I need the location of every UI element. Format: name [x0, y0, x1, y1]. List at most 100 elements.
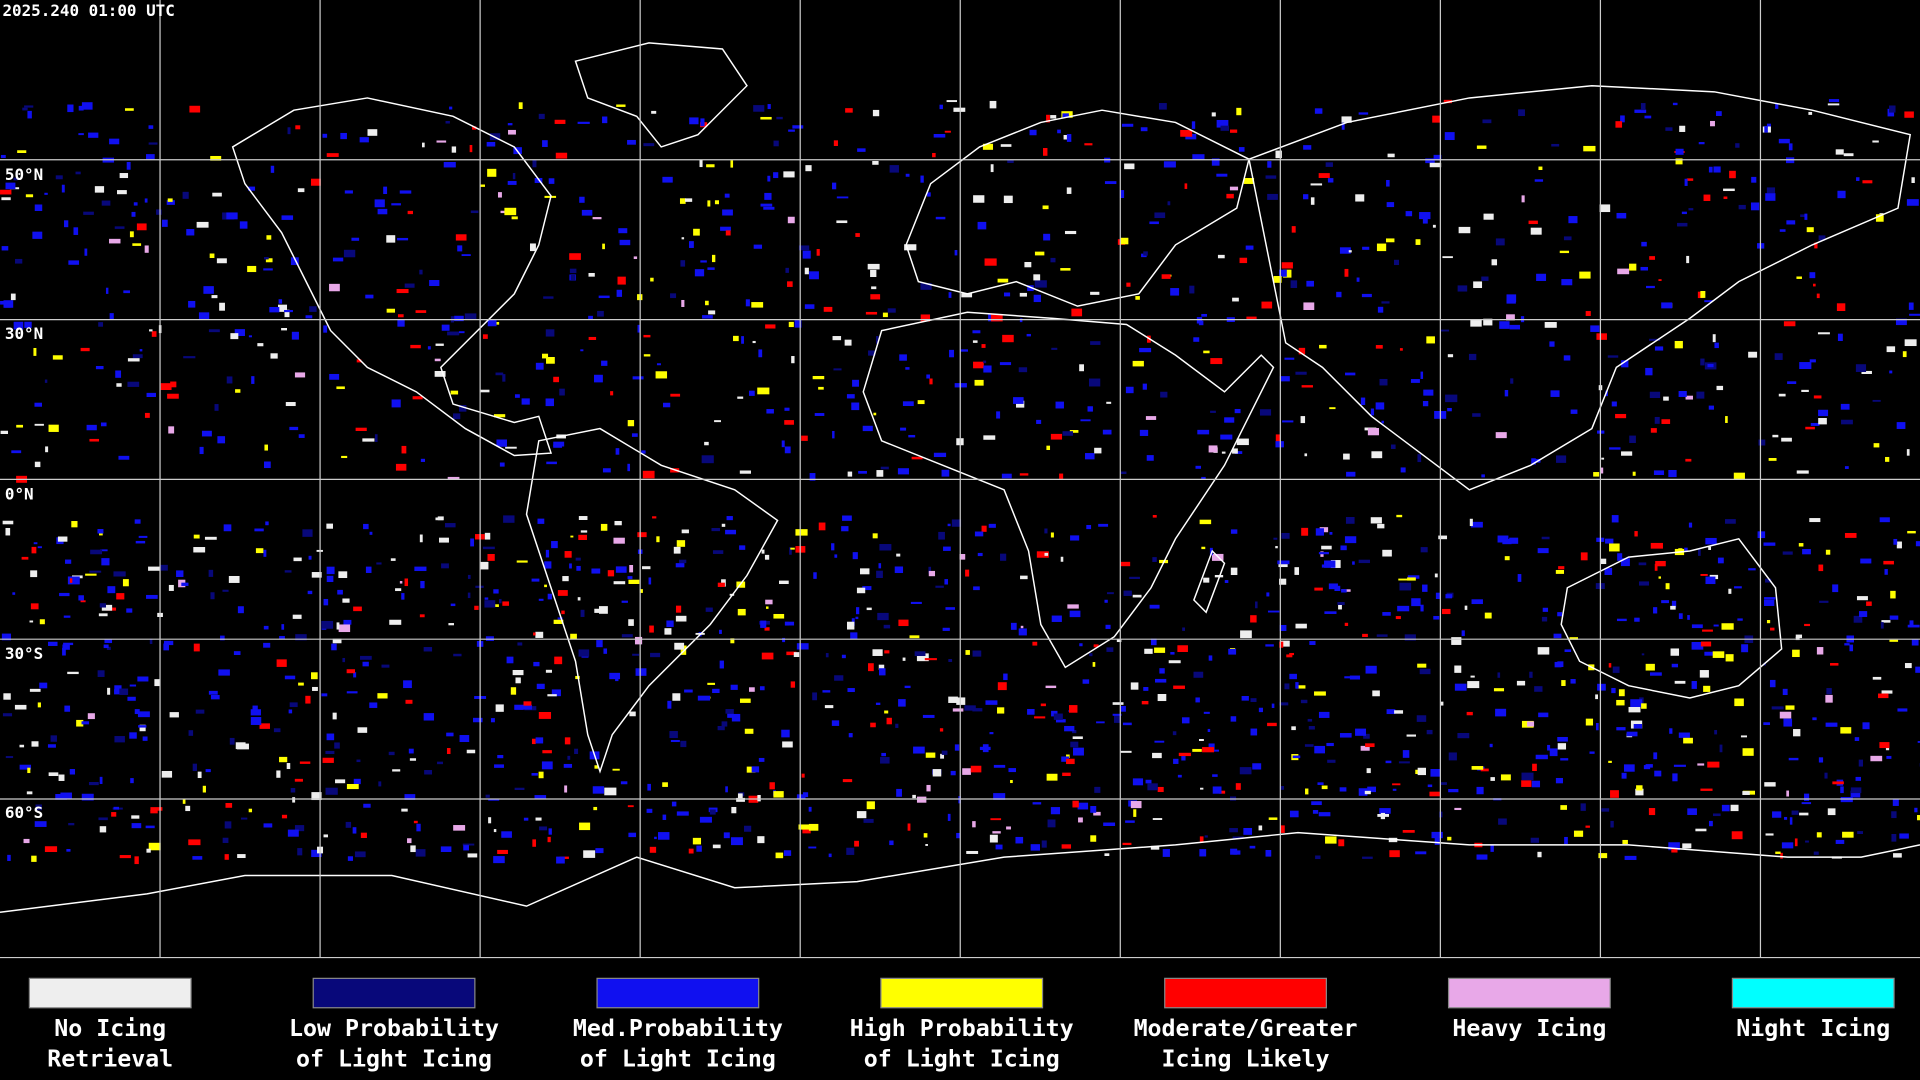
icing-pixel: [399, 190, 412, 194]
icing-pixel: [1123, 590, 1132, 596]
icing-pixel: [444, 523, 456, 528]
icing-pixel: [154, 679, 161, 687]
icing-pixel: [1661, 302, 1673, 309]
icing-pixel: [1798, 543, 1804, 547]
icing-pixel: [1616, 727, 1626, 731]
icing-pixel: [1557, 736, 1568, 742]
icing-pixel: [759, 686, 765, 691]
icing-pixel: [854, 840, 859, 847]
icing-pixel: [634, 636, 643, 645]
icing-pixel: [1068, 705, 1078, 713]
icing-pixel: [730, 160, 734, 168]
icing-pixel: [1725, 654, 1734, 662]
icing-pixel: [1429, 791, 1440, 797]
icing-pixel: [563, 763, 573, 768]
icing-pixel: [1310, 183, 1323, 186]
icing-pixel: [127, 358, 140, 362]
icing-pixel: [569, 253, 581, 260]
icing-pixel: [656, 363, 661, 366]
icing-pixel: [405, 699, 413, 704]
icing-pixel: [1284, 683, 1290, 690]
icing-pixel: [721, 721, 728, 727]
icing-pixel: [516, 560, 528, 563]
icing-pixel: [137, 711, 150, 718]
icing-pixel: [30, 570, 38, 578]
icing-pixel: [1055, 719, 1066, 723]
icing-pixel: [1742, 748, 1754, 756]
icing-pixel: [199, 446, 204, 455]
icing-pixel: [1271, 703, 1275, 708]
icing-pixel: [787, 216, 795, 224]
icing-pixel: [805, 165, 812, 172]
icing-pixel: [1319, 344, 1327, 349]
icing-pixel: [109, 138, 120, 145]
icing-pixel: [248, 186, 256, 191]
icing-pixel: [1070, 741, 1079, 748]
icing-pixel: [896, 788, 902, 797]
icing-pixel: [753, 105, 765, 112]
icing-pixel: [166, 200, 175, 205]
icing-pixel: [459, 735, 470, 743]
icing-pixel: [1267, 610, 1280, 613]
icing-pixel: [1764, 597, 1776, 600]
icing-pixel: [1644, 115, 1652, 119]
icing-pixel: [972, 650, 982, 657]
icing-pixel: [1360, 745, 1370, 751]
icing-pixel: [148, 842, 161, 851]
icing-pixel: [445, 121, 450, 124]
icing-pixel: [580, 530, 588, 533]
icing-pixel: [943, 546, 951, 551]
icing-pixel: [719, 629, 722, 634]
icing-pixel: [1195, 697, 1200, 703]
icing-pixel: [1678, 390, 1687, 397]
icing-pixel: [1573, 830, 1584, 837]
icing-pixel: [1060, 556, 1064, 562]
icing-pixel: [101, 604, 113, 611]
icing-pixel: [1381, 301, 1390, 304]
icing-pixel: [932, 769, 942, 777]
icing-pixel: [214, 404, 219, 411]
icing-pixel: [87, 713, 95, 720]
icing-pixel: [764, 554, 770, 560]
icing-pixel: [1019, 292, 1027, 297]
icing-pixel: [34, 204, 43, 211]
icing-pixel: [949, 349, 955, 358]
icing-pixel: [1355, 728, 1367, 736]
icing-pixel: [1044, 528, 1048, 534]
icing-pixel: [1645, 764, 1653, 768]
icing-pixel: [1872, 399, 1881, 402]
icing-pixel: [941, 469, 950, 477]
icing-pixel: [1140, 127, 1148, 132]
icing-pixel: [1243, 178, 1255, 184]
icing-pixel: [1386, 179, 1390, 187]
icing-pixel: [1791, 810, 1799, 815]
icing-pixel: [1044, 552, 1049, 556]
icing-pixel: [594, 608, 601, 613]
icing-pixel: [1878, 693, 1889, 699]
icing-pixel: [1192, 748, 1202, 752]
icing-pixel: [808, 846, 817, 849]
icing-pixel: [66, 849, 71, 852]
icing-pixel: [1707, 761, 1720, 768]
icing-pixel: [1610, 820, 1614, 828]
icing-pixel: [329, 373, 340, 380]
icing-pixel: [1003, 673, 1008, 681]
icing-pixel: [270, 353, 278, 359]
icing-pixel: [21, 556, 29, 560]
icing-pixel: [989, 732, 994, 735]
icing-pixel: [1891, 811, 1897, 819]
icing-pixel: [554, 119, 566, 124]
icing-pixel: [938, 531, 945, 540]
icing-pixel: [32, 231, 43, 239]
icing-pixel: [1772, 434, 1779, 438]
icing-pixel: [1671, 848, 1678, 853]
icing-pixel: [1152, 752, 1162, 759]
icing-pixel: [1200, 787, 1204, 790]
icing-pixel: [1090, 291, 1100, 295]
icing-pixel: [1832, 781, 1844, 785]
icing-pixel: [1855, 776, 1861, 781]
icing-pixel: [1157, 693, 1167, 702]
icing-pixel: [1447, 354, 1454, 358]
icing-pixel: [470, 210, 479, 214]
icing-pixel: [1826, 688, 1832, 695]
